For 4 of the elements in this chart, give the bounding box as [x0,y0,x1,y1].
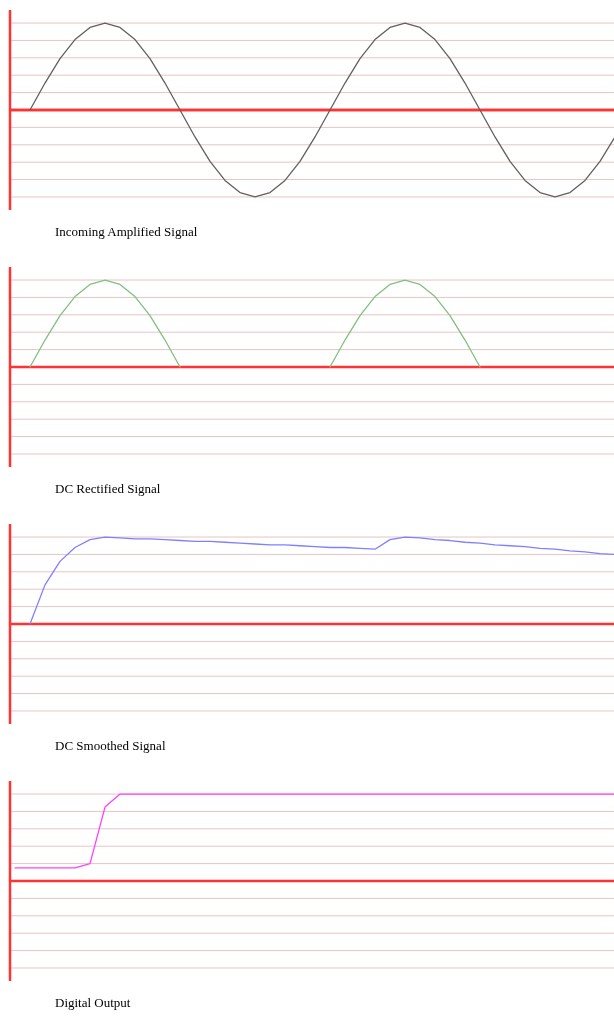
x-axis-title: Digital Output [55,995,131,1010]
x-axis-title: DC Smoothed Signal [55,738,166,753]
x-axis-title: Incoming Amplified Signal [55,224,198,239]
x-axis-title: DC Rectified Signal [55,481,161,496]
